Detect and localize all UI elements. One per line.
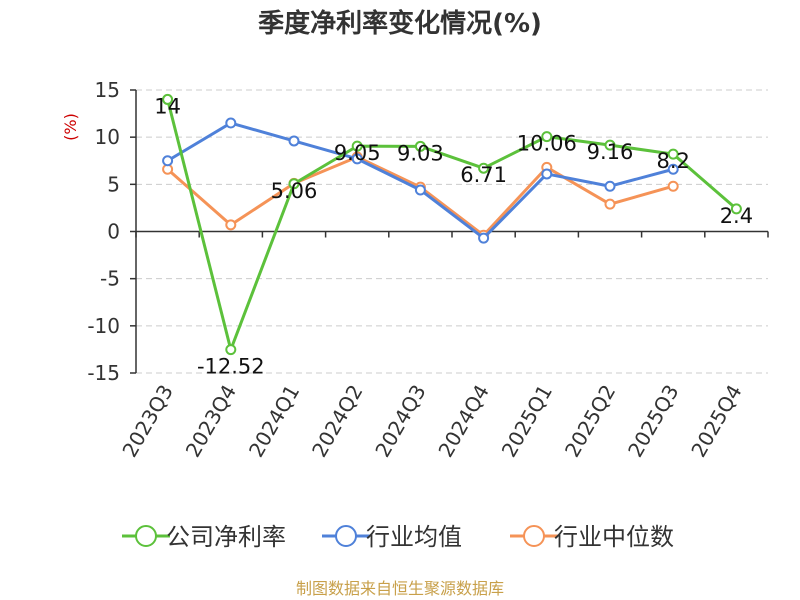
data-label: 8.2: [656, 149, 689, 173]
series-lines: [162, 93, 742, 356]
source-note: 制图数据来自恒生聚源数据库: [296, 579, 504, 598]
data-point: [604, 180, 616, 192]
y-tick-label: -5: [100, 267, 120, 291]
data-label: 9.16: [587, 140, 634, 164]
data-point: [162, 93, 174, 105]
chart-title: 季度净利率变化情况(%): [258, 8, 542, 39]
x-tick-label: 2025Q3: [623, 381, 683, 462]
data-label: 5.06: [271, 179, 318, 203]
data-point: [478, 162, 490, 174]
grid-lines: [136, 89, 768, 374]
data-label: 10.06: [517, 132, 577, 156]
y-tick-label: 15: [95, 78, 120, 102]
legend-marker: [135, 525, 157, 547]
y-tick-label: -10: [87, 314, 120, 338]
data-point: [541, 131, 553, 143]
data-point: [225, 344, 237, 356]
data-label: 9.05: [334, 141, 381, 165]
data-point: [414, 140, 426, 152]
data-label: 14: [154, 94, 181, 118]
y-axis-label: (%): [61, 113, 80, 141]
data-point: [604, 198, 616, 210]
x-tick-label: 2024Q4: [433, 380, 493, 461]
data-point: [288, 135, 300, 147]
data-point: [351, 140, 363, 152]
data-label: 9.03: [397, 141, 444, 165]
x-tick-label: 2025Q2: [560, 381, 620, 462]
legend-item: 公司净利率: [166, 523, 286, 551]
data-point: [541, 168, 553, 180]
data-point: [667, 163, 679, 175]
data-point: [730, 203, 742, 215]
series-line: [166, 155, 674, 237]
x-tick-label: 2024Q1: [244, 381, 304, 462]
data-labels: 14 -12.52 5.06 9.05 9.03 6.71 10.06 9.16 8.2 2.4: [154, 94, 753, 378]
x-tick-label: 2024Q2: [307, 381, 367, 462]
y-tick-label: -15: [87, 361, 120, 385]
x-tick-label: 2023Q3: [117, 381, 177, 462]
data-point: [667, 180, 679, 192]
x-tick-label: 2025Q1: [497, 381, 557, 462]
data-point: [667, 148, 679, 160]
y-tick-label: 10: [95, 125, 120, 149]
legend-marker: [335, 525, 357, 547]
data-label: 6.71: [460, 163, 507, 187]
series-line: [166, 99, 738, 352]
legend-item: 行业均值: [366, 523, 462, 551]
data-point: [225, 117, 237, 129]
y-tick-label: 0: [107, 220, 120, 244]
x-tick-label: 2025Q4: [686, 381, 746, 462]
data-point: [288, 178, 300, 190]
legend-marker: [523, 525, 545, 547]
data-label: -12.52: [197, 355, 265, 379]
y-tick-label: 5: [107, 172, 120, 196]
data-point: [162, 155, 174, 167]
x-tick-label: 2023Q4: [181, 381, 241, 462]
legend: 公司净利率 行业均值 行业中位数: [122, 523, 674, 551]
legend-item: 行业中位数: [554, 523, 674, 551]
data-point: [351, 153, 363, 165]
data-point: [604, 139, 616, 151]
data-label: 2.4: [720, 204, 753, 228]
data-point: [414, 184, 426, 196]
data-point: [225, 219, 237, 231]
x-tick-label: 2024Q3: [370, 381, 430, 462]
data-point: [478, 232, 490, 244]
